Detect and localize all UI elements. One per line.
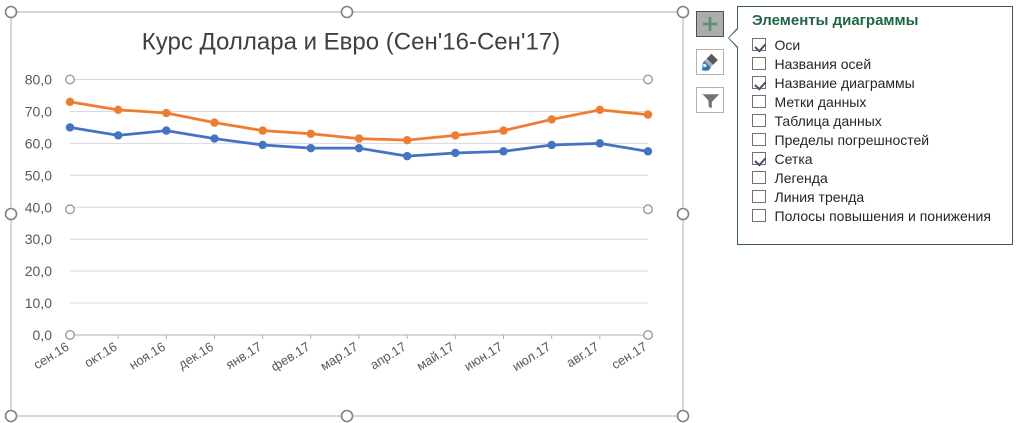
svg-text:50,0: 50,0 [25,167,52,183]
svg-text:фев.17: фев.17 [268,339,312,374]
svg-text:авг.17: авг.17 [563,339,601,370]
svg-text:сен.17: сен.17 [609,339,650,372]
svg-text:май.17: май.17 [414,339,457,374]
svg-text:сен.16: сен.16 [31,339,72,372]
svg-text:0,0: 0,0 [33,327,53,343]
svg-text:Курс Доллара и Евро (Сен'16-Се: Курс Доллара и Евро (Сен'16-Сен'17) [142,29,560,56]
svg-text:10,0: 10,0 [25,295,52,311]
svg-text:апр.17: апр.17 [367,339,409,373]
svg-text:дек.16: дек.16 [175,339,216,372]
svg-text:июн.17: июн.17 [461,339,505,374]
svg-text:ноя.16: ноя.16 [126,339,167,373]
svg-text:мар.17: мар.17 [317,339,360,374]
svg-text:40,0: 40,0 [25,199,52,215]
svg-text:20,0: 20,0 [25,263,52,279]
svg-text:июл.17: июл.17 [509,339,553,374]
svg-text:30,0: 30,0 [25,231,52,247]
svg-text:80,0: 80,0 [25,72,52,88]
svg-text:60,0: 60,0 [25,135,52,151]
svg-text:70,0: 70,0 [25,103,52,119]
svg-text:окт.16: окт.16 [82,339,120,371]
svg-text:янв.17: янв.17 [223,339,264,372]
